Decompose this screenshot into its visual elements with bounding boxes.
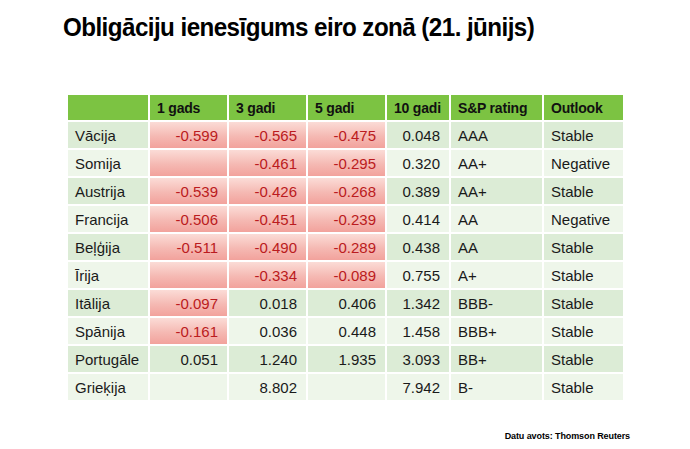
col-header-sp-rating: S&P rating	[451, 95, 542, 120]
country-cell: Somija	[68, 150, 148, 176]
outlook-cell: Negative	[544, 150, 623, 176]
col-header-country	[68, 95, 148, 120]
yield-cell: -0.089	[308, 262, 385, 288]
country-cell: Portugāle	[68, 346, 148, 372]
rating-cell: BB+	[451, 346, 542, 372]
yield-cell: -0.451	[229, 206, 306, 232]
outlook-cell: Stable	[544, 318, 623, 344]
yield-cell: -0.426	[229, 178, 306, 204]
yield-cell: -0.289	[308, 234, 385, 260]
rating-cell: BBB+	[451, 318, 542, 344]
country-cell: Spānija	[68, 318, 148, 344]
yield-cell: 0.320	[387, 150, 449, 176]
col-header-10gadi: 10 gadi	[387, 95, 449, 120]
outlook-cell: Stable	[544, 290, 623, 316]
outlook-cell: Stable	[544, 374, 623, 400]
country-cell: Itālija	[68, 290, 148, 316]
yield-cell: -0.539	[150, 178, 227, 204]
yield-cell: -0.268	[308, 178, 385, 204]
yield-cell: -0.161	[150, 318, 227, 344]
bond-yield-table: 1 gads 3 gadi 5 gadi 10 gadi S&P rating …	[68, 95, 623, 400]
yield-cell: -0.506	[150, 206, 227, 232]
outlook-cell: Stable	[544, 262, 623, 288]
country-cell: Grieķija	[68, 374, 148, 400]
yield-cell: 8.802	[229, 374, 306, 400]
outlook-cell: Stable	[544, 234, 623, 260]
yield-cell: 1.458	[387, 318, 449, 344]
yield-cell: -0.511	[150, 234, 227, 260]
yield-cell	[308, 374, 385, 400]
yield-cell: -0.461	[229, 150, 306, 176]
yield-cell	[150, 262, 227, 288]
yield-cell: 0.036	[229, 318, 306, 344]
yield-cell: 0.018	[229, 290, 306, 316]
rating-cell: AA	[451, 206, 542, 232]
rating-cell: A+	[451, 262, 542, 288]
country-cell: Francija	[68, 206, 148, 232]
yield-cell: -0.097	[150, 290, 227, 316]
yield-cell: 1.935	[308, 346, 385, 372]
yield-cell: -0.565	[229, 122, 306, 148]
yield-cell: 0.414	[387, 206, 449, 232]
yield-cell: -0.599	[150, 122, 227, 148]
col-header-3gadi: 3 gadi	[229, 95, 306, 120]
yield-cell: 7.942	[387, 374, 449, 400]
col-header-1gads: 1 gads	[150, 95, 227, 120]
yield-cell: -0.475	[308, 122, 385, 148]
yield-cell: 0.438	[387, 234, 449, 260]
country-cell: Austrija	[68, 178, 148, 204]
yield-cell: 0.448	[308, 318, 385, 344]
outlook-cell: Stable	[544, 346, 623, 372]
country-cell: Īrija	[68, 262, 148, 288]
data-source-label: Datu avots: Thomson Reuters	[505, 431, 630, 441]
outlook-cell: Stable	[544, 122, 623, 148]
yield-cell: 1.342	[387, 290, 449, 316]
rating-cell: AA+	[451, 150, 542, 176]
col-header-outlook: Outlook	[544, 95, 623, 120]
rating-cell: AA+	[451, 178, 542, 204]
yield-cell: -0.490	[229, 234, 306, 260]
rating-cell: B-	[451, 374, 542, 400]
rating-cell: AA	[451, 234, 542, 260]
yield-cell: 0.389	[387, 178, 449, 204]
yield-cell: 0.048	[387, 122, 449, 148]
outlook-cell: Negative	[544, 206, 623, 232]
yield-cell: 0.755	[387, 262, 449, 288]
outlook-cell: Stable	[544, 178, 623, 204]
yield-cell: 0.406	[308, 290, 385, 316]
yield-cell: 1.240	[229, 346, 306, 372]
rating-cell: AAA	[451, 122, 542, 148]
yield-cell	[150, 374, 227, 400]
yield-cell	[150, 150, 227, 176]
yield-cell: 3.093	[387, 346, 449, 372]
yield-cell: -0.239	[308, 206, 385, 232]
col-header-5gadi: 5 gadi	[308, 95, 385, 120]
country-cell: Vācija	[68, 122, 148, 148]
rating-cell: BBB-	[451, 290, 542, 316]
yield-cell: 0.051	[150, 346, 227, 372]
yield-cell: -0.295	[308, 150, 385, 176]
country-cell: Beļģija	[68, 234, 148, 260]
yield-cell: -0.334	[229, 262, 306, 288]
page-title: Obligāciju ienesīgums eiro zonā (21. jūn…	[63, 12, 534, 43]
